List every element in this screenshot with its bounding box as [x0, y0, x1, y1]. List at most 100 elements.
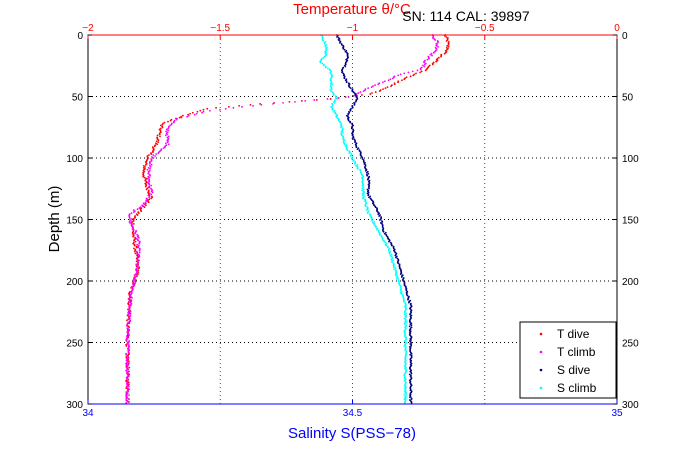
data-point-s-climb — [332, 110, 335, 113]
data-point-t-climb — [131, 283, 134, 285]
data-point-s-dive — [347, 113, 350, 116]
legend: T dive T climb S dive S climb — [519, 321, 617, 399]
data-point-s-dive — [355, 146, 358, 149]
data-point-s-dive — [368, 196, 370, 199]
data-point-t-climb — [399, 73, 402, 76]
data-point-s-dive — [342, 47, 345, 50]
data-point-t-climb — [193, 113, 196, 116]
data-point-t-climb — [137, 236, 140, 239]
data-point-s-climb — [397, 277, 399, 279]
temperature-tick-label: −1 — [347, 23, 359, 34]
data-point-t-dive — [443, 52, 446, 55]
data-point-t-climb — [272, 102, 274, 105]
data-point-t-climb — [126, 325, 129, 328]
data-point-t-dive — [415, 72, 417, 75]
data-point-t-climb — [170, 123, 173, 126]
data-point-t-dive — [393, 83, 396, 86]
data-point-t-climb — [282, 102, 284, 104]
data-point-t-dive — [431, 63, 434, 66]
data-point-t-climb — [423, 63, 426, 66]
data-point-s-climb — [333, 102, 336, 104]
data-point-s-climb — [387, 246, 389, 249]
data-point-t-dive — [132, 220, 135, 222]
data-point-t-climb — [125, 356, 128, 359]
data-point-s-climb — [361, 192, 364, 195]
data-point-t-dive — [144, 179, 147, 182]
data-point-s-climb — [341, 131, 344, 134]
data-point-t-climb — [130, 220, 132, 222]
data-point-t-climb — [152, 154, 155, 156]
data-point-s-dive — [356, 148, 359, 151]
data-point-t-dive — [132, 223, 135, 225]
data-point-t-climb — [128, 351, 130, 354]
data-point-t-climb — [149, 167, 151, 170]
data-point-t-dive — [133, 244, 136, 247]
data-point-s-dive — [367, 172, 370, 175]
data-point-t-dive — [424, 69, 427, 72]
data-point-t-dive — [152, 151, 154, 154]
data-point-t-climb — [134, 273, 137, 276]
data-point-t-climb — [132, 211, 135, 214]
data-point-t-climb — [128, 334, 131, 337]
data-point-s-dive — [345, 81, 348, 84]
data-point-t-climb — [378, 82, 381, 85]
data-point-s-dive — [406, 294, 409, 297]
data-point-s-climb — [395, 276, 398, 278]
data-point-t-climb — [131, 296, 133, 299]
data-point-s-dive — [381, 221, 384, 223]
data-point-s-dive — [409, 321, 412, 324]
data-point-s-climb — [324, 45, 327, 48]
data-point-s-dive — [351, 106, 354, 109]
data-point-t-climb — [377, 83, 380, 86]
data-point-t-dive — [156, 143, 159, 146]
data-point-s-climb — [404, 365, 406, 368]
data-point-t-climb — [347, 96, 350, 98]
data-point-s-climb — [393, 268, 396, 271]
data-point-t-climb — [147, 172, 150, 175]
data-point-t-climb — [144, 201, 147, 204]
data-point-s-dive — [350, 127, 353, 130]
data-point-s-dive — [407, 301, 410, 304]
depth-tick-label-right: 100 — [622, 154, 639, 165]
data-point-s-climb — [349, 155, 352, 157]
data-point-t-climb — [157, 152, 160, 154]
data-point-t-climb — [150, 193, 153, 196]
data-point-t-climb — [232, 106, 235, 109]
data-point-t-climb — [352, 95, 355, 97]
data-point-s-dive — [409, 396, 411, 399]
data-point-s-dive — [410, 342, 413, 344]
data-point-t-climb — [132, 228, 135, 231]
data-point-t-dive — [159, 131, 162, 134]
data-point-t-climb — [142, 202, 145, 205]
data-point-s-dive — [336, 36, 338, 38]
data-point-t-climb — [162, 147, 165, 150]
data-point-s-climb — [392, 266, 395, 269]
data-point-s-climb — [387, 249, 390, 252]
data-point-t-climb — [126, 343, 129, 345]
series-t-dive — [125, 34, 450, 404]
data-point-t-climb — [135, 250, 138, 253]
data-point-t-climb — [416, 69, 419, 72]
data-point-t-climb — [148, 183, 151, 186]
data-point-t-climb — [146, 168, 149, 171]
data-point-t-dive — [446, 44, 449, 47]
depth-tick-label-left: 150 — [66, 216, 83, 227]
data-point-t-climb — [423, 65, 426, 68]
data-point-s-climb — [365, 209, 368, 212]
data-point-s-dive — [394, 256, 397, 259]
data-point-t-dive — [189, 112, 191, 115]
data-point-s-climb — [373, 224, 376, 226]
data-point-s-climb — [331, 108, 334, 111]
data-point-t-climb — [126, 392, 129, 395]
data-point-s-climb — [336, 98, 338, 100]
data-point-s-climb — [322, 40, 325, 42]
data-point-t-dive — [169, 119, 172, 122]
data-point-s-dive — [366, 174, 369, 177]
data-point-t-dive — [142, 164, 145, 167]
data-point-t-dive — [382, 88, 384, 91]
data-point-t-climb — [148, 196, 151, 199]
data-point-s-climb — [371, 220, 374, 222]
data-point-t-climb — [180, 116, 183, 119]
legend-box — [519, 321, 617, 399]
data-point-t-climb — [149, 174, 152, 177]
